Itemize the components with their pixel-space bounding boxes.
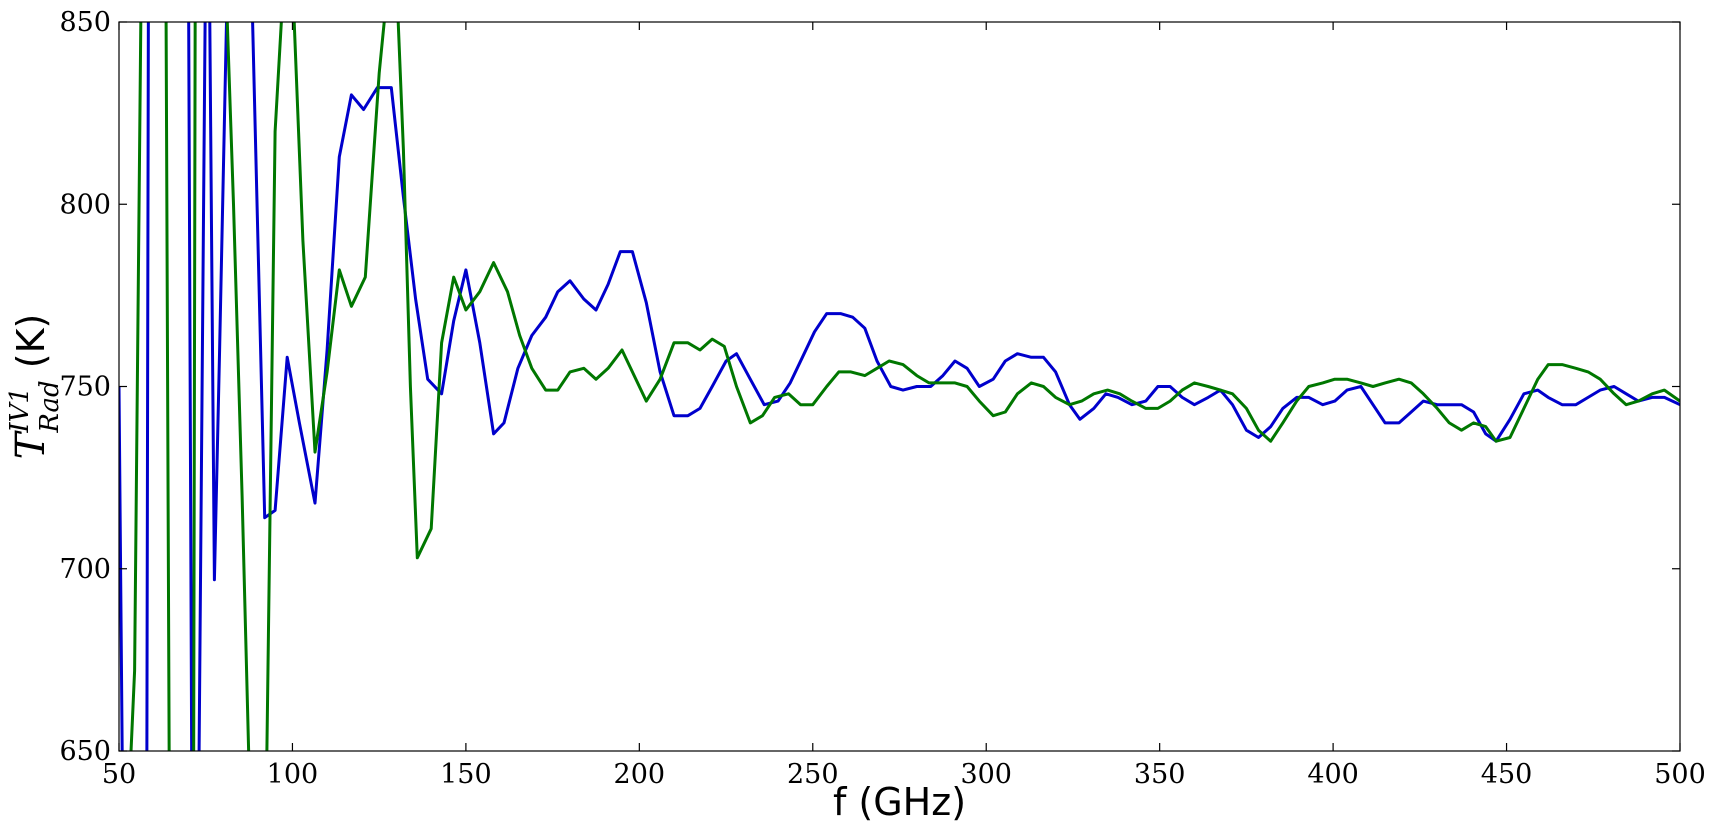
y-tick-label: 650 [59,736,111,767]
y-tick-label: 700 [59,554,111,585]
y-tick-label: 800 [59,189,111,220]
x-tick-label: 450 [1481,759,1533,790]
x-tick-label: 300 [960,759,1012,790]
x-tick-label: 150 [440,759,492,790]
x-tick-label: 250 [787,759,839,790]
y-axis-title: TIV1Rad (K) [5,314,65,460]
series-layer [119,22,1680,751]
series-line-1 [119,22,1680,751]
series-line-2 [129,22,1680,751]
y-tick-label: 850 [59,7,111,38]
x-tick-label: 50 [102,759,136,790]
y-axis-title-base: T [8,429,54,459]
x-tick-label: 350 [1134,759,1186,790]
x-tick-label: 500 [1654,759,1706,790]
y-axis-title-superscript: IV1 [5,387,35,434]
y-tick-label: 750 [59,372,111,403]
y-axis: 650 700 750 800 850 [59,7,1680,767]
x-tick-label: 100 [267,759,319,790]
x-axis-title: f (GHz) [833,780,966,824]
x-tick-label: 200 [614,759,666,790]
y-axis-title-unit: (K) [9,314,53,381]
x-axis: 50 100 150 200 250 300 350 400 450 500 [102,22,1706,790]
y-axis-title-subscript: Rad [35,380,65,433]
x-tick-label: 400 [1307,759,1359,790]
